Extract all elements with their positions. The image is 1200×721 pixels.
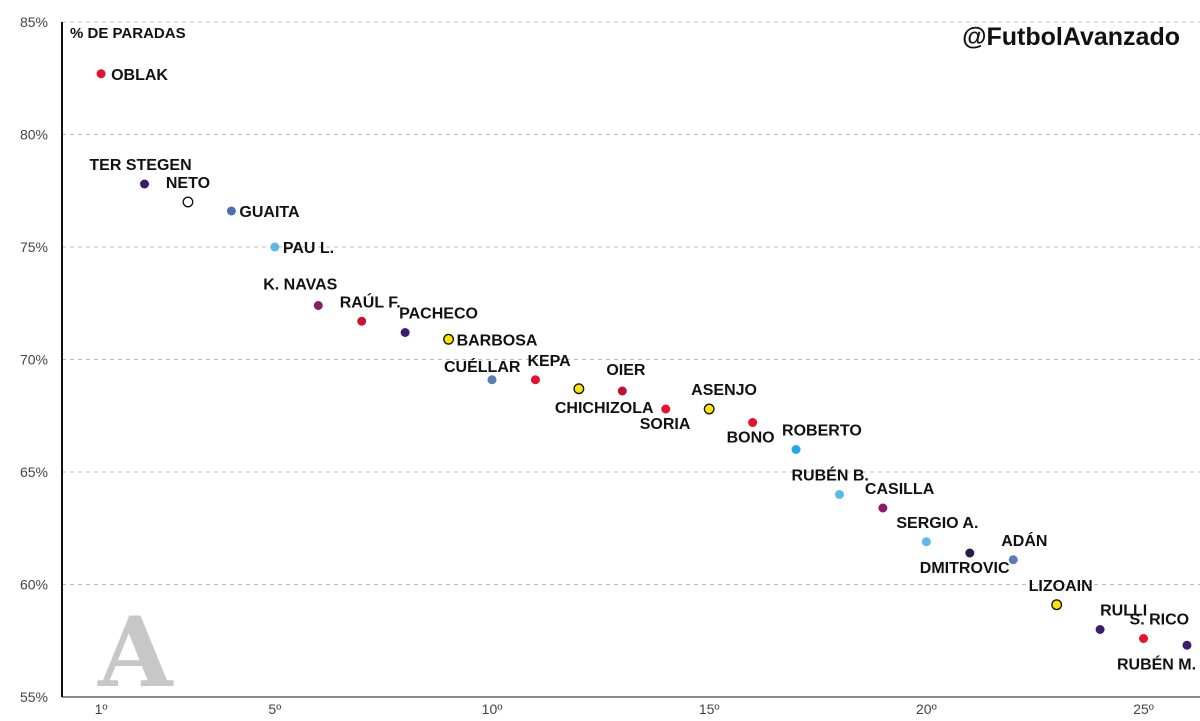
data-point <box>748 418 758 427</box>
logo-glyph: A <box>97 596 174 709</box>
point-label: BARBOSA <box>457 332 538 349</box>
data-point <box>313 301 323 310</box>
data-point <box>357 316 367 326</box>
y-tick-label: 70% <box>20 352 48 368</box>
point-label: DMITROVIC <box>920 560 1010 577</box>
axes: 55% 60% 65% 70% 75% 80% 85% 1º 5º 10º 15º 20º 25º <box>20 14 1200 717</box>
data-point <box>530 375 540 385</box>
y-tick-label: 55% <box>20 689 48 705</box>
y-tick-label: 75% <box>20 239 48 255</box>
brand-handle: @FutbolAvanzado <box>962 23 1180 51</box>
point-label: PAU L. <box>283 240 334 257</box>
point-label: RULLI <box>1100 603 1147 620</box>
data-point <box>270 242 280 252</box>
y-tick-label: 60% <box>20 577 48 593</box>
data-point <box>834 490 844 499</box>
x-tick-label: 1º <box>95 701 108 717</box>
data-point <box>140 179 150 189</box>
data-point <box>965 548 975 558</box>
y-tick-label: 85% <box>20 14 48 30</box>
data-point <box>226 206 236 216</box>
point-label: RUBÉN M. <box>1117 654 1196 673</box>
point-label: KEPA <box>527 353 571 370</box>
point-label: NETO <box>166 175 210 192</box>
data-point <box>791 445 801 454</box>
data-point <box>1008 555 1018 565</box>
point-label: ADÁN <box>1001 531 1047 550</box>
data-point <box>487 375 497 385</box>
data-point <box>1182 640 1192 650</box>
data-point <box>878 503 888 513</box>
point-label: SERGIO A. <box>896 515 978 532</box>
point-label: BONO <box>727 430 775 447</box>
data-point <box>1051 599 1063 611</box>
point-label: CUÉLLAR <box>444 357 521 376</box>
y-tick-label: 65% <box>20 464 48 480</box>
point-label: PACHECO <box>399 306 478 323</box>
data-point <box>400 328 410 337</box>
data-point <box>1095 625 1105 634</box>
brand-logo: A <box>97 596 174 709</box>
data-point <box>661 404 671 414</box>
point-label: S. RICO <box>1130 612 1190 629</box>
gridlines <box>62 21 1200 698</box>
data-point <box>96 69 106 79</box>
point-label: TER STEGEN <box>89 157 191 174</box>
data-point <box>617 386 627 396</box>
data-point <box>182 196 194 208</box>
point-label: ROBERTO <box>782 423 862 440</box>
data-point <box>703 403 715 415</box>
data-points <box>96 69 1192 650</box>
data-point <box>443 333 455 345</box>
x-tick-label: 25º <box>1133 701 1154 717</box>
point-label: CHICHIZOLA <box>555 400 654 417</box>
point-label: OIER <box>606 362 646 379</box>
data-point <box>1139 634 1149 643</box>
x-tick-label: 15º <box>699 701 720 717</box>
point-label: CASILLA <box>865 481 935 498</box>
point-label: LIZOAIN <box>1029 578 1093 595</box>
point-label: OBLAK <box>111 67 168 84</box>
point-label: GUAITA <box>239 204 300 221</box>
data-point <box>921 537 931 547</box>
x-tick-label: 20º <box>916 701 937 717</box>
data-point <box>573 383 585 395</box>
point-label: RUBÉN B. <box>791 466 868 485</box>
y-tick-label: 80% <box>20 127 48 143</box>
point-label: K. NAVAS <box>263 277 337 294</box>
x-tick-label: 10º <box>482 701 503 717</box>
point-label: ASENJO <box>691 382 757 399</box>
x-tick-label: 5º <box>268 701 281 717</box>
y-axis-label: % DE PARADAS <box>70 25 186 42</box>
point-label: RAÚL F. <box>340 292 401 311</box>
point-label: SORIA <box>640 416 691 433</box>
